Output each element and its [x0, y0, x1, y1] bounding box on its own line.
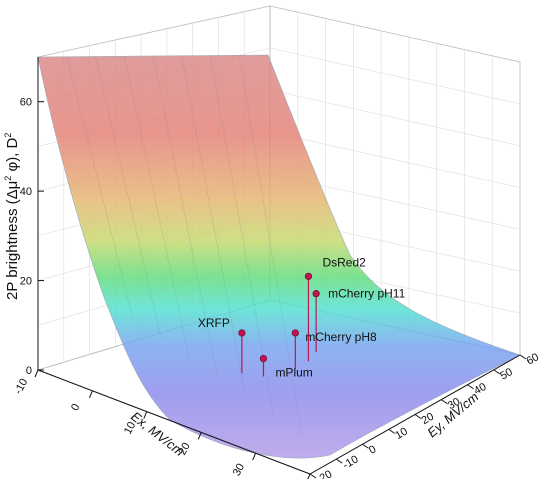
x-tick: [197, 432, 202, 440]
y-tick-label: -20: [315, 468, 335, 479]
y-tick-label: -10: [341, 453, 361, 471]
x-tick: [34, 369, 39, 378]
y-tick-label: 0: [367, 443, 378, 456]
x-tick: [143, 411, 148, 419]
y-tick: [335, 458, 343, 464]
z-tick-label: 60: [20, 97, 32, 109]
y-tick-label: 20: [420, 411, 437, 428]
data-point: mPlum: [259, 354, 313, 380]
y-tick-label: 40: [472, 381, 489, 398]
y-tick: [493, 369, 501, 375]
y-tick-label: 50: [498, 366, 515, 383]
y-tick-label: 30: [446, 396, 463, 413]
y-tick: [388, 428, 396, 434]
data-point: DsRed2: [304, 255, 366, 362]
point-label: mPlum: [275, 366, 312, 380]
y-tick: [440, 399, 448, 405]
point-label: DsRed2: [322, 255, 366, 269]
x-tick-label: 20: [176, 441, 192, 457]
y-tick: [519, 354, 527, 360]
data-point: mCherry pH8: [291, 329, 377, 369]
y-tick: [467, 384, 474, 390]
x-tick-label: 10: [122, 420, 138, 436]
energy-surface: [37, 54, 521, 459]
data-points: DsRed2 mCherry pH11 XRFP mCherry pH8 mPlum: [198, 255, 406, 379]
y-tick: [362, 443, 369, 449]
x-tick: [252, 453, 257, 461]
x-tick-label: 0: [69, 402, 82, 413]
y-tick-label: 10: [393, 425, 410, 442]
x-tick-label: 30: [231, 462, 247, 478]
point-label: mCherry pH11: [328, 287, 405, 301]
z-tick-label: 0: [26, 365, 32, 377]
y-axis-ticks: -20 -10 0 10 20 30 40 50 60: [309, 351, 540, 479]
z-tick-label: 40: [20, 186, 32, 198]
z-tick-label: 20: [20, 276, 32, 288]
x-tick: [307, 473, 311, 479]
point-label: XRFP: [198, 316, 230, 330]
y-tick: [414, 414, 422, 419]
z-axis-ticks: 0 20 40 60: [20, 97, 44, 377]
x-tick-label: -10: [12, 377, 30, 397]
y-tick-label: 60: [525, 351, 540, 368]
data-point: XRFP: [198, 316, 246, 374]
data-point: mCherry pH11: [312, 287, 406, 352]
z-axis-title: 2P brightness (Δμ2 φ), D2: [3, 133, 21, 300]
x-tick: [88, 390, 93, 398]
y-tick: [309, 473, 317, 479]
point-label: mCherry pH8: [305, 330, 377, 344]
